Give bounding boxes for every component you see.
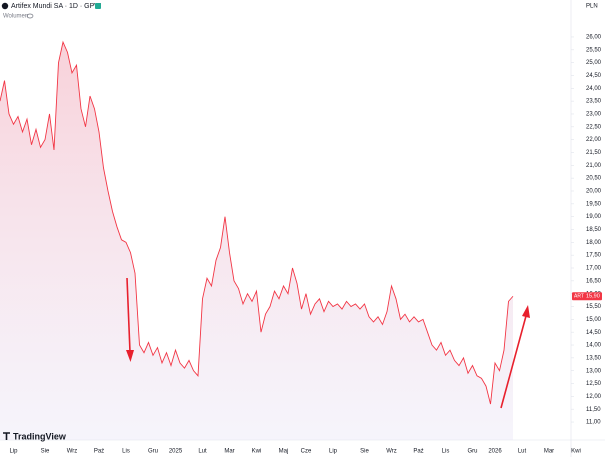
y-tick-label: 18,50: [586, 227, 602, 233]
x-tick-label: Mar: [544, 449, 554, 455]
x-tick-label: Lip: [329, 449, 338, 455]
y-tick-label: 25,50: [586, 47, 602, 53]
x-tick-label: Paź: [413, 449, 423, 455]
y-tick-label: 13,50: [586, 355, 602, 361]
y-tick-label: 22,00: [586, 137, 602, 143]
annotation-arrow-down: [126, 277, 134, 362]
price-tag-symbol: ART: [574, 294, 584, 300]
x-tick-label: Lis: [122, 449, 130, 455]
y-tick-label: 17,00: [586, 266, 602, 272]
y-tick-label: 25,00: [586, 60, 602, 66]
x-tick-label: 2025: [169, 449, 183, 455]
y-tick-label: 11,50: [586, 407, 601, 413]
y-tick-label: 21,50: [586, 150, 602, 156]
x-tick-label: Sie: [41, 449, 50, 455]
y-tick-label: 23,50: [586, 99, 602, 105]
x-tick-label: Lut: [198, 449, 207, 455]
chart-title: Artifex Mundi SA · 1D · GPW: [11, 3, 101, 10]
y-tick-label: 26,00: [586, 35, 602, 41]
x-tick-label: Kwi: [252, 449, 262, 455]
brand: TradingView: [13, 431, 67, 441]
x-tick-label: Cze: [301, 449, 312, 455]
y-tick-label: 21,00: [586, 163, 602, 169]
eye-icon[interactable]: [26, 13, 34, 19]
y-tick-label: 22,50: [586, 124, 602, 130]
x-tick-label: Wrz: [386, 449, 397, 455]
x-tick-label: Gru: [467, 449, 477, 455]
currency[interactable]: PLN: [586, 4, 598, 10]
y-tick-label: 20,00: [586, 189, 602, 195]
x-tick-label: Gru: [148, 449, 158, 455]
annotation-arrow-up: [500, 305, 530, 409]
x-tick-label: Wrz: [67, 449, 78, 455]
x-tick-label: Paź: [94, 449, 104, 455]
x-tick-label: 2026: [488, 449, 502, 455]
y-tick-label: 14,00: [586, 343, 602, 349]
price-line: [0, 40, 514, 405]
x-tick-label: Lis: [442, 449, 450, 455]
y-tick-label: 19,50: [586, 201, 602, 207]
y-tick-label: 18,00: [586, 240, 602, 246]
area-fill: [0, 42, 513, 440]
price-tag: [572, 292, 602, 301]
y-tick-label: 16,50: [586, 278, 602, 284]
price-tag-label: 15,90: [586, 294, 600, 300]
volume-label: Wolumen: [3, 14, 28, 20]
x-tick-label: Lut: [518, 449, 527, 455]
y-tick-label: 11,00: [586, 420, 601, 426]
y-tick-label: 20,50: [586, 176, 602, 182]
x-tick-label: Mar: [224, 449, 234, 455]
x-tick-label: Kwi: [571, 449, 581, 455]
symbol-icon: [1, 2, 9, 10]
x-tick-label: Lip: [9, 449, 18, 455]
brand-logo: [3, 432, 10, 440]
y-tick-label: 23,00: [586, 112, 602, 118]
x-tick-label: Maj: [279, 449, 289, 455]
plot: [0, 40, 514, 440]
y-tick-label: 12,50: [586, 381, 602, 387]
y-tick-label: 15,00: [586, 317, 602, 323]
y-tick-label: 14,50: [586, 330, 602, 336]
y-tick-label: 24,00: [586, 86, 602, 92]
y-tick-label: 24,50: [586, 73, 602, 79]
x-tick-label: Sie: [360, 449, 369, 455]
y-tick-label: 19,00: [586, 214, 602, 220]
y-tick-label: 17,50: [586, 253, 602, 259]
y-tick-label: 12,00: [586, 394, 602, 400]
status-icon: [95, 3, 101, 9]
y-tick-label: 13,00: [586, 368, 602, 374]
y-tick-label: 15,50: [586, 304, 602, 310]
